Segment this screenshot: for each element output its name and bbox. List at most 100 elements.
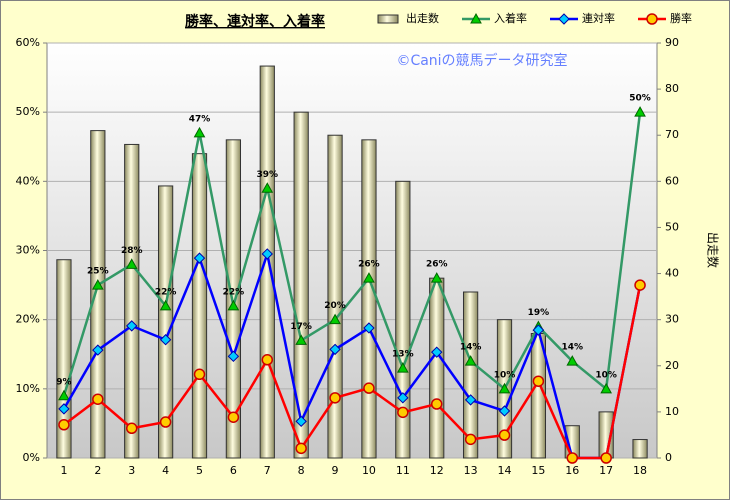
bar xyxy=(90,130,106,459)
line xyxy=(62,112,642,397)
data-label: 26% xyxy=(358,260,380,270)
y2-tick-label: 10 xyxy=(665,405,679,418)
marker xyxy=(363,322,375,334)
marker xyxy=(634,106,646,117)
data-label: 22% xyxy=(155,287,177,297)
x-tick-label: 9 xyxy=(332,464,339,477)
y2-tick-label: 0 xyxy=(665,451,672,464)
y2-tick-label: 20 xyxy=(665,359,679,372)
marker xyxy=(464,355,477,366)
y2-tick-label: 80 xyxy=(665,82,679,95)
marker xyxy=(227,299,240,311)
marker xyxy=(159,416,172,428)
bar xyxy=(191,153,208,459)
legend-marker xyxy=(470,12,482,24)
marker xyxy=(431,346,443,358)
data-label: 17% xyxy=(290,322,312,332)
y-tick-label: 10% xyxy=(16,382,40,395)
x-tick-label: 15 xyxy=(531,464,545,477)
marker xyxy=(125,422,138,435)
bar xyxy=(361,139,377,459)
bar xyxy=(259,65,275,459)
marker xyxy=(329,392,341,404)
x-tick-label: 2 xyxy=(94,464,101,477)
marker xyxy=(498,382,511,394)
marker xyxy=(329,343,341,356)
marker xyxy=(91,279,104,290)
data-label: 47% xyxy=(189,114,211,124)
marker xyxy=(295,334,308,345)
marker xyxy=(600,452,612,464)
marker xyxy=(159,334,172,346)
y-tick-label: 0% xyxy=(23,451,40,464)
marker xyxy=(261,248,273,260)
marker xyxy=(126,320,138,332)
watermark: ©Caniの競馬データ研究室 xyxy=(396,52,567,69)
marker xyxy=(532,324,545,336)
marker xyxy=(498,429,511,441)
data-label: 22% xyxy=(223,287,245,297)
y-tick-label: 30% xyxy=(16,244,40,257)
bar xyxy=(327,134,343,459)
y-tick-label: 50% xyxy=(16,105,40,118)
marker xyxy=(430,398,443,410)
legend-label: 出走数 xyxy=(406,11,439,25)
bar xyxy=(225,139,242,459)
data-label: 10% xyxy=(595,370,617,380)
x-tick-label: 4 xyxy=(162,464,169,477)
marker xyxy=(125,258,138,269)
marker xyxy=(295,415,307,428)
marker xyxy=(397,392,409,404)
x-tick-label: 16 xyxy=(565,464,579,477)
data-label: 39% xyxy=(257,170,279,180)
data-label: 10% xyxy=(494,370,516,380)
x-tick-label: 8 xyxy=(298,464,305,477)
data-label: 25% xyxy=(87,267,109,277)
bar xyxy=(124,143,140,459)
marker xyxy=(58,419,70,431)
marker xyxy=(159,299,172,311)
data-label: 19% xyxy=(528,308,550,318)
bar xyxy=(429,277,445,459)
marker xyxy=(227,350,240,363)
marker xyxy=(464,394,477,406)
data-label: 14% xyxy=(562,343,584,353)
legend-label: 勝率 xyxy=(670,11,692,25)
y-tick-label: 20% xyxy=(16,313,40,326)
x-tick-label: 17 xyxy=(599,464,613,477)
x-tick-label: 7 xyxy=(264,464,271,477)
y2-tick-label: 50 xyxy=(665,220,679,233)
marker xyxy=(261,354,274,366)
bar xyxy=(293,111,309,459)
legend-swatch xyxy=(377,14,399,24)
x-tick-label: 1 xyxy=(60,464,67,477)
marker xyxy=(193,126,206,138)
x-tick-label: 6 xyxy=(230,464,237,477)
marker xyxy=(397,406,409,419)
bar xyxy=(632,439,648,459)
data-label: 28% xyxy=(121,246,143,256)
legend-label: 入着率 xyxy=(494,11,527,25)
x-tick-label: 5 xyxy=(196,464,203,477)
legend-label: 連対率 xyxy=(582,11,615,25)
data-label: 14% xyxy=(460,343,482,353)
data-label: 13% xyxy=(392,350,414,360)
marker xyxy=(566,355,579,366)
marker xyxy=(363,272,375,283)
x-tick-label: 10 xyxy=(362,464,376,477)
y-tick-label: 60% xyxy=(16,36,40,49)
data-label: 26% xyxy=(426,260,448,270)
marker xyxy=(363,382,375,394)
x-tick-label: 11 xyxy=(396,464,410,477)
bar xyxy=(462,291,479,459)
legend-marker xyxy=(646,13,658,25)
y2-tick-label: 60 xyxy=(665,174,679,187)
y2-tick-label: 30 xyxy=(665,313,679,326)
x-tick-label: 18 xyxy=(633,464,647,477)
y2-tick-label: 90 xyxy=(665,36,679,49)
marker xyxy=(430,272,443,283)
y-tick-label: 40% xyxy=(16,174,40,187)
marker xyxy=(295,442,307,455)
legend-marker xyxy=(558,13,570,25)
